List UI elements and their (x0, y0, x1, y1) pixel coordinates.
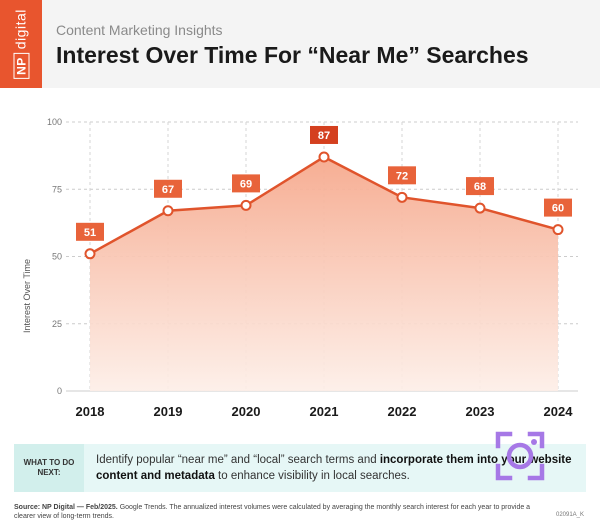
data-label-box (76, 222, 104, 241)
x-tick-label: 2020 (232, 404, 261, 419)
data-point (318, 151, 330, 163)
data-point (474, 202, 486, 214)
callout-text: Identify popular “near me” and “local” s… (96, 452, 580, 484)
y-tick-label: 25 (52, 319, 62, 329)
source-note: Source: NP Digital — Feb/2025. Google Tr… (14, 503, 534, 521)
data-label: 60 (552, 203, 564, 215)
camera-icon[interactable] (494, 430, 546, 482)
area-fill (90, 156, 558, 391)
y-tick-label: 50 (52, 252, 62, 262)
data-label-box (310, 125, 338, 144)
x-tick-label: 2019 (154, 404, 183, 419)
x-tick-label: 2023 (466, 404, 495, 419)
data-label-box (388, 166, 416, 185)
data-label-box (232, 174, 260, 193)
data-label: 68 (474, 181, 486, 193)
y-tick-label: 0 (57, 386, 62, 396)
callout-text-a: Identify popular “near me” and “local” s… (96, 454, 380, 466)
header: NP digital Content Marketing Insights Int… (0, 0, 600, 88)
logo-text: digital (12, 9, 29, 50)
data-point (396, 191, 408, 203)
data-label: 69 (240, 178, 252, 190)
callout-tag: WHAT TO DO NEXT: (14, 444, 84, 492)
figure-code: 02091A_K (556, 512, 585, 518)
x-tick-label: 2024 (544, 404, 574, 419)
data-point (84, 248, 96, 260)
x-tick-label: 2018 (76, 404, 105, 419)
y-tick-label: 75 (52, 184, 62, 194)
data-label: 87 (318, 130, 330, 142)
source-text: Google Trends. The annualized interest v… (14, 504, 531, 520)
data-label-box (466, 177, 494, 196)
kicker: Content Marketing Insights (56, 22, 223, 38)
data-point (552, 224, 564, 236)
data-label-box (544, 198, 572, 217)
chart: 0 25 50 75 100 51 67 69 87 72 68 60 2018 2019 2020 20… (22, 117, 578, 419)
np-digital-logo: NP digital (0, 0, 42, 88)
callout: WHAT TO DO NEXT: Identify popular “near … (14, 444, 586, 492)
data-label: 51 (84, 227, 96, 239)
x-tick-label: 2022 (388, 404, 417, 419)
data-label-box (154, 179, 182, 198)
x-tick-label: 2021 (310, 404, 339, 419)
data-point (240, 199, 252, 211)
page-title: Interest Over Time For “Near Me” Searche… (56, 42, 529, 68)
callout-text-b: incorporate them into your website conte… (96, 454, 572, 482)
callout-text-c: to enhance visibility in local searches. (214, 470, 410, 482)
source-label: Source: NP Digital — Feb/2025. (14, 504, 118, 511)
logo-box: NP (13, 53, 30, 79)
y-tick-label: 100 (47, 117, 62, 127)
y-axis-label: Interest Over Time (22, 259, 32, 333)
data-label: 72 (396, 170, 408, 182)
data-point (162, 205, 174, 217)
data-label: 67 (162, 184, 174, 196)
